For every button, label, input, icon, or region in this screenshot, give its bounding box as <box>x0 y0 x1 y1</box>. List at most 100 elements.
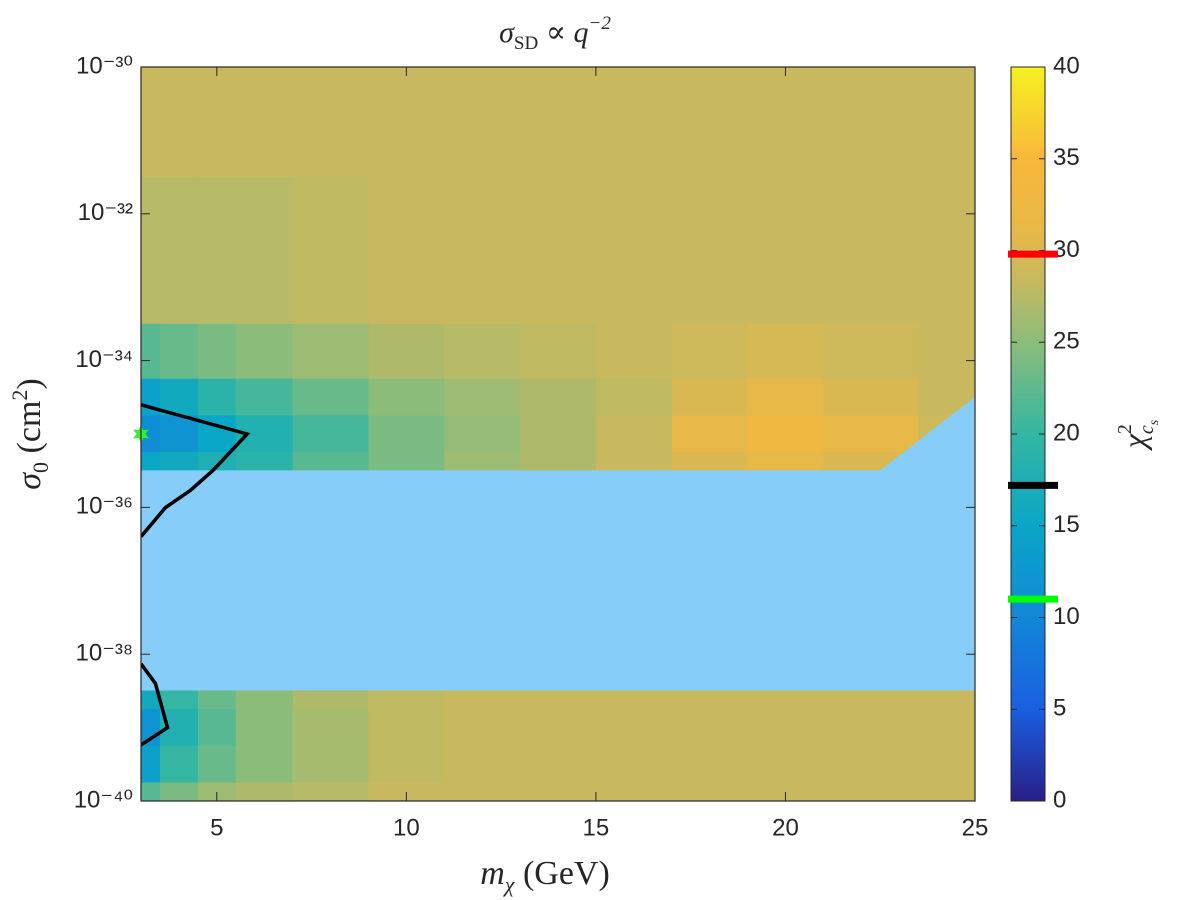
field-cell <box>444 782 521 801</box>
colorbar-tick-label: 5 <box>1053 695 1066 722</box>
field-cell <box>159 323 199 380</box>
field-cell <box>671 378 749 417</box>
field-cell <box>918 745 975 784</box>
field-cell <box>292 709 370 747</box>
field-cell <box>671 415 749 453</box>
field-cell <box>292 745 370 784</box>
x-tick-label: 5 <box>210 814 223 841</box>
field-cell <box>197 177 237 325</box>
field-cell <box>595 415 673 453</box>
y-tick-label: 10⁻⁴⁰ <box>74 786 133 813</box>
field-cell <box>823 323 919 380</box>
field-cell <box>444 745 521 784</box>
field-cell <box>368 709 445 747</box>
x-tick-label: 10 <box>393 814 420 841</box>
field-cell <box>595 67 673 178</box>
colorbar-tick-label: 15 <box>1053 511 1080 538</box>
field-cell <box>747 67 824 178</box>
y-tick-label: 10⁻³⁰ <box>76 52 133 79</box>
field-cell <box>520 745 597 784</box>
field-cell <box>747 782 824 801</box>
field-cell <box>141 745 161 784</box>
field-cell <box>197 378 237 417</box>
field-cell <box>520 378 597 417</box>
x-tick-label: 20 <box>772 814 799 841</box>
field-cell <box>197 67 237 178</box>
field-cell <box>368 323 445 380</box>
field-cell <box>747 745 824 784</box>
field-cell <box>292 378 370 417</box>
field-cell <box>520 782 597 801</box>
field-cell <box>235 378 294 417</box>
field-cell <box>595 177 673 325</box>
field-cell <box>444 177 521 325</box>
field-cell <box>197 709 237 747</box>
field-cell <box>235 177 294 325</box>
field-cell <box>159 782 199 801</box>
field-cell <box>747 177 824 325</box>
contour-line <box>141 403 251 538</box>
field-cell <box>671 782 749 801</box>
field-cell <box>747 378 824 417</box>
y-tick-label: 10⁻³⁴ <box>75 346 133 373</box>
field-cell <box>671 745 749 784</box>
field-cell <box>159 415 199 453</box>
field-cell <box>141 67 161 178</box>
field-cell <box>671 67 749 178</box>
field-cell <box>159 745 199 784</box>
field-cell <box>747 323 824 380</box>
field-cell <box>368 67 445 178</box>
colorbar-tick-label: 10 <box>1053 603 1080 630</box>
field-cell <box>197 323 237 380</box>
field-cell <box>368 177 445 325</box>
field-cell <box>292 782 370 801</box>
x-tick-label: 25 <box>962 814 989 841</box>
field-cell <box>235 709 294 747</box>
field-cell <box>918 177 975 325</box>
colorbar-tick-label: 20 <box>1053 419 1080 446</box>
field-cell <box>368 415 445 453</box>
field-cell <box>747 415 824 453</box>
plot-frame <box>140 66 976 802</box>
field-cell <box>671 177 749 325</box>
field-cell <box>444 378 521 417</box>
field-cell <box>520 709 597 747</box>
field-cell <box>595 782 673 801</box>
field-cell <box>141 177 161 325</box>
field-cell <box>141 782 161 801</box>
field-cell <box>823 709 919 747</box>
field-cell <box>823 177 919 325</box>
field-cell <box>595 745 673 784</box>
field-cell <box>444 323 521 380</box>
field-cell <box>918 67 975 178</box>
field-cell <box>292 67 370 178</box>
colorbar-tick-label: 25 <box>1053 328 1080 355</box>
field-cell <box>197 745 237 784</box>
field-cell <box>918 782 975 801</box>
field-cell <box>141 415 161 453</box>
field-cell <box>292 415 370 453</box>
field-cell <box>159 177 199 325</box>
field-cell <box>235 323 294 380</box>
field-cell <box>197 782 237 801</box>
colorbar-tick-label: 35 <box>1053 144 1080 171</box>
field-cell <box>292 177 370 325</box>
field-cell <box>444 415 521 453</box>
field-cell <box>368 782 445 801</box>
field-cell <box>520 323 597 380</box>
colorbar-tick-label: 30 <box>1053 236 1080 263</box>
field-cell <box>368 378 445 417</box>
y-tick-label: 10⁻³⁸ <box>76 640 133 667</box>
field-cell <box>747 709 824 747</box>
field-cell <box>520 415 597 453</box>
y-axis-label: σ0 (cm2) <box>7 378 53 489</box>
field-cell <box>444 709 521 747</box>
field-cell <box>520 67 597 178</box>
colorbar-tick-label: 40 <box>1053 52 1080 79</box>
field-cell <box>918 709 975 747</box>
field-cell <box>671 323 749 380</box>
field-cell <box>823 782 919 801</box>
field-cell <box>595 709 673 747</box>
field-cell <box>823 378 919 417</box>
